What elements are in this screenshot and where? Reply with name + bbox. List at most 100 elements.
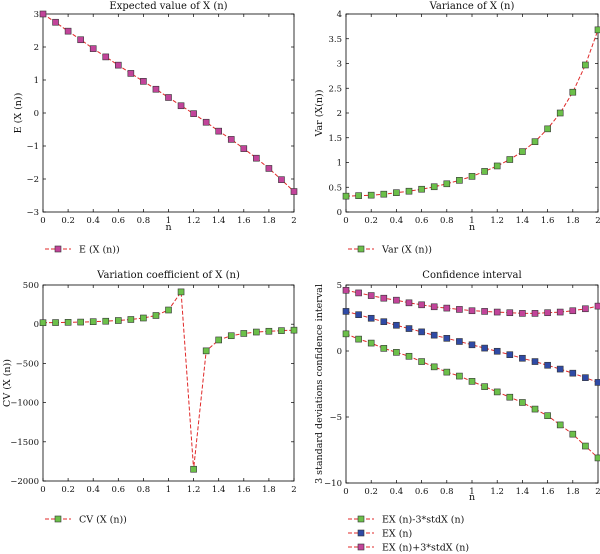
- data-point: [556, 308, 564, 316]
- x-tick-label: 2: [291, 485, 296, 495]
- x-tick-label: 0.6: [112, 216, 126, 226]
- x-tick-label: 1.8: [566, 487, 580, 497]
- legend-label: E (X (n)): [79, 245, 120, 256]
- y-tick-label: 0: [34, 109, 39, 119]
- data-point: [240, 330, 248, 337]
- data-point: [405, 352, 413, 360]
- data-point: [39, 10, 47, 18]
- data-point: [227, 136, 235, 143]
- data-point: [582, 61, 589, 69]
- data-point: [355, 289, 362, 297]
- data-point: [569, 307, 577, 315]
- y-tick-label: 0.5: [328, 183, 342, 193]
- x-tick-label: 1.8: [262, 216, 276, 226]
- data-point: [443, 304, 451, 312]
- chart-panel-3: Variation coefficient of X (n) 0 0.2 0.4 0.6…: [2, 270, 298, 526]
- data-point: [265, 327, 273, 335]
- data-point: [582, 442, 589, 450]
- y-tick-label: −2: [26, 175, 39, 185]
- data-point: [443, 368, 451, 376]
- data-point: [531, 138, 539, 146]
- data-point: [367, 191, 375, 199]
- data-point: [393, 189, 400, 196]
- data-point: [393, 321, 400, 329]
- data-point: [544, 309, 551, 317]
- x-tick-label: 0.8: [137, 216, 151, 226]
- data-point: [115, 61, 122, 69]
- data-point: [556, 421, 564, 429]
- x-tick-label: 2: [595, 487, 600, 497]
- y-tick-label: −2000: [10, 477, 39, 487]
- data-point: [342, 192, 350, 200]
- x-tick-label: 1.6: [541, 487, 555, 497]
- y-axis-label: CV (X (n)): [2, 359, 13, 407]
- x-tick-label: 1: [469, 487, 474, 497]
- legend-marker: [357, 245, 365, 253]
- x-tick-label: 0: [343, 216, 348, 226]
- x-tick-label: 0.6: [415, 487, 429, 497]
- data-point: [481, 344, 488, 352]
- data-point: [468, 173, 476, 180]
- x-tick-label: 1.2: [187, 216, 201, 226]
- x-tick-label: 1.2: [490, 216, 504, 226]
- x-tick-label: 0.4: [86, 485, 100, 495]
- x-tick-label: 1.6: [541, 216, 555, 226]
- data-point: [481, 383, 488, 390]
- data-point: [519, 148, 526, 155]
- x-tick-label: 1: [166, 216, 171, 226]
- data-point: [39, 319, 47, 327]
- data-point: [506, 309, 514, 317]
- data-point: [468, 341, 476, 349]
- data-point: [456, 177, 463, 184]
- chart-title: Variation coefficient of X (n): [96, 270, 240, 281]
- data-point: [519, 310, 526, 317]
- x-tick-label: 0.4: [390, 487, 404, 497]
- data-point: [342, 286, 350, 294]
- y-tick-label: −1500: [10, 438, 39, 448]
- y-tick-label: 2: [337, 109, 342, 119]
- legend-label: EX (n)-3*stdX (n): [382, 515, 464, 526]
- legend-marker: [357, 529, 365, 537]
- y-tick-label: −1: [26, 142, 39, 152]
- data-point: [290, 326, 298, 334]
- data-point: [582, 305, 589, 313]
- data-point: [367, 292, 375, 299]
- data-point: [227, 332, 235, 340]
- data-point: [64, 319, 72, 326]
- chart-panel-4: Confidence interval 0 0.2 0.4 0.6 0.8 1 1.2 1.4 1…: [314, 270, 600, 554]
- x-tick-label: 1.8: [566, 216, 580, 226]
- x-tick-label: 1.4: [212, 485, 226, 495]
- y-tick-label: 3: [34, 10, 39, 20]
- x-tick-label: 0.4: [86, 216, 100, 226]
- data-point: [418, 328, 425, 336]
- data-point: [355, 192, 362, 199]
- x-tick-label: 1.4: [212, 216, 226, 226]
- data-point: [127, 70, 135, 77]
- y-tick-label: −10: [324, 479, 342, 489]
- data-point: [253, 328, 260, 336]
- x-tick-label: 0: [40, 485, 45, 495]
- plot-frame: [42, 13, 295, 213]
- data-point: [430, 183, 438, 191]
- data-point: [544, 361, 551, 369]
- data-point: [506, 351, 514, 358]
- data-point: [556, 365, 564, 373]
- x-tick-label: 0.6: [415, 216, 429, 226]
- x-tick-label: 1.8: [262, 485, 276, 495]
- legend-label: EX (n): [382, 529, 412, 540]
- data-point: [405, 299, 413, 307]
- y-axis-label: 3 standard deviations confidence interva…: [314, 284, 325, 484]
- data-point: [468, 378, 476, 385]
- data-point: [544, 412, 551, 419]
- data-point: [594, 302, 600, 310]
- x-tick-label: 1.4: [516, 487, 530, 497]
- x-tick-label: 0: [40, 216, 45, 226]
- x-tick-label: 0.4: [390, 216, 404, 226]
- x-tick-label: 1: [469, 216, 474, 226]
- plot-frame: [42, 284, 295, 482]
- data-point: [115, 317, 122, 324]
- y-tick-label: 4: [337, 10, 342, 20]
- data-point: [342, 308, 350, 315]
- x-tick-label: 0: [343, 487, 348, 497]
- chart-panel-2: Variance of X (n) 0 0.2 0.4 0.6 0.8 1 1.2 1.4 1.6…: [314, 1, 600, 256]
